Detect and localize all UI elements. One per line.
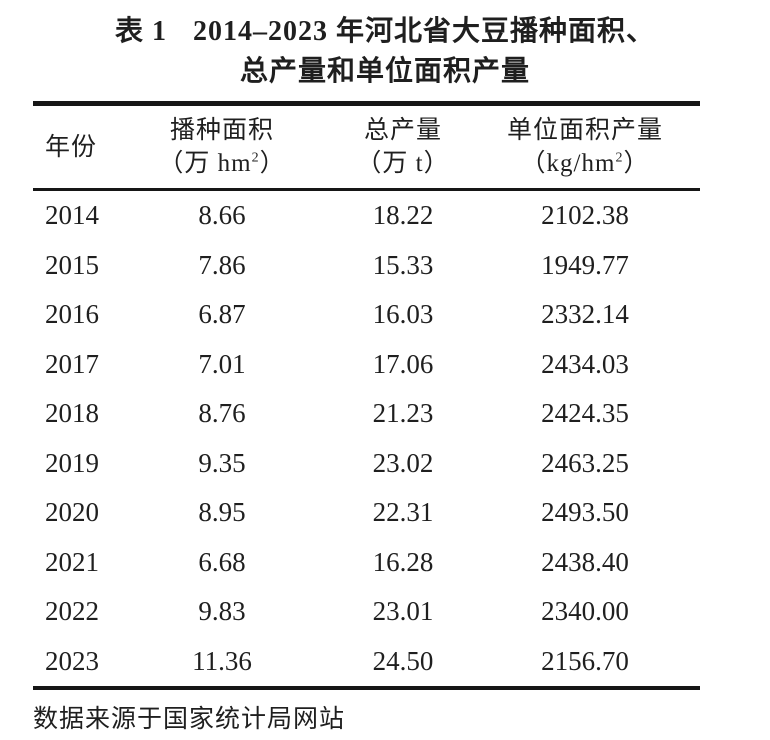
- header-sown-area-unit: （万 hm2）: [158, 147, 285, 180]
- area-cell: 8.95: [198, 497, 246, 527]
- yield-cell: 2434.03: [541, 348, 629, 379]
- data-table: 年份 播种面积 （万 hm2） 总产量 （万 t） 单位面积产量 （kg/hm2…: [33, 101, 700, 690]
- output-cell: 22.31: [372, 497, 434, 527]
- unit-text: ）: [623, 150, 650, 177]
- output-cell: 23.02: [372, 447, 434, 478]
- output-cell: 24.50: [372, 645, 434, 676]
- table-header-rule: [33, 188, 700, 191]
- table-row: 2014 8.66 18.22 2102.38: [33, 191, 700, 241]
- yield-cell: 2493.50: [541, 497, 629, 527]
- header-yield-per-area-label: 单位面积产量: [506, 117, 663, 144]
- header-year: 年份: [33, 106, 128, 188]
- year-cell: 2020: [45, 497, 99, 527]
- table-title-text: 2014–2023 年河北省大豆播种面积、: [193, 16, 656, 47]
- source-note: 数据来源于国家统计局网站: [33, 706, 346, 733]
- unit-text: （kg/hm: [520, 150, 616, 177]
- table-row: 2018 8.76 21.23 2424.35: [33, 389, 700, 439]
- area-cell: 9.35: [198, 447, 246, 478]
- header-yield-per-area-unit: （kg/hm2）: [521, 147, 650, 180]
- area-cell: 8.76: [198, 398, 246, 428]
- area-cell: 7.86: [198, 249, 246, 280]
- header-sown-area: 播种面积 （万 hm2）: [128, 106, 316, 188]
- year-cell: 2022: [45, 596, 99, 626]
- table-row: 2017 7.01 17.06 2434.03: [33, 340, 700, 390]
- year-cell: 2018: [45, 398, 99, 428]
- unit-superscript: 2: [251, 150, 260, 166]
- table-row: 2019 9.35 23.02 2463.25: [33, 439, 700, 489]
- year-cell: 2014: [45, 200, 99, 230]
- header-total-output-unit: （万 t）: [356, 147, 449, 180]
- table-caption: 表 1 2014–2023 年河北省大豆播种面积、 总产量和单位面积产量: [0, 0, 770, 92]
- area-cell: 6.87: [198, 299, 246, 329]
- unit-superscript: 2: [615, 150, 624, 166]
- unit-text: （万 hm: [158, 150, 252, 177]
- yield-cell: 2340.00: [541, 596, 629, 626]
- output-cell: 16.03: [372, 299, 434, 329]
- table-body: 2014 8.66 18.22 2102.38 2015 7.86 15.33 …: [33, 191, 700, 686]
- area-cell: 11.36: [192, 645, 252, 676]
- yield-cell: 2438.40: [541, 546, 629, 577]
- unit-text: ）: [259, 150, 286, 177]
- header-total-output-label: 总产量: [363, 117, 442, 144]
- area-cell: 6.68: [198, 546, 246, 577]
- yield-cell: 2332.14: [541, 299, 629, 329]
- area-cell: 9.83: [198, 596, 246, 626]
- table-row: 2016 6.87 16.03 2332.14: [33, 290, 700, 340]
- header-yield-per-area: 单位面积产量 （kg/hm2）: [490, 106, 680, 188]
- year-cell: 2023: [45, 645, 99, 676]
- unit-text: （万 t）: [356, 150, 450, 177]
- yield-cell: 1949.77: [541, 249, 629, 280]
- output-cell: 15.33: [372, 249, 434, 280]
- table-row: 2020 8.95 22.31 2493.50: [33, 488, 700, 538]
- header-sown-area-label: 播种面积: [169, 117, 274, 144]
- table-row: 2022 9.83 23.01 2340.00: [33, 587, 700, 637]
- table-number-label: 表 1: [114, 16, 167, 47]
- output-cell: 16.28: [372, 546, 434, 577]
- year-cell: 2015: [45, 249, 99, 280]
- year-cell: 2021: [45, 546, 99, 577]
- output-cell: 23.01: [372, 596, 434, 626]
- yield-cell: 2424.35: [541, 398, 629, 428]
- table-row: 2023 11.36 24.50 2156.70: [33, 637, 700, 687]
- table-top-rule: [33, 101, 700, 106]
- table-row: 2021 6.68 16.28 2438.40: [33, 538, 700, 588]
- header-total-output: 总产量 （万 t）: [316, 106, 490, 188]
- year-cell: 2017: [45, 348, 99, 379]
- output-cell: 21.23: [372, 398, 434, 428]
- area-cell: 7.01: [198, 348, 246, 379]
- year-cell: 2019: [45, 447, 99, 478]
- table-bottom-rule: [33, 686, 700, 690]
- table-caption-line2: 总产量和单位面积产量: [239, 56, 530, 87]
- table-caption-line1: 表 1 2014–2023 年河北省大豆播种面积、: [0, 12, 770, 52]
- yield-cell: 2102.38: [541, 200, 629, 230]
- table-row: 2015 7.86 15.33 1949.77: [33, 241, 700, 291]
- header-year-label: 年份: [45, 133, 98, 161]
- table-header-row: 年份 播种面积 （万 hm2） 总产量 （万 t） 单位面积产量 （kg/hm2…: [33, 106, 700, 188]
- year-cell: 2016: [45, 299, 99, 329]
- output-cell: 17.06: [372, 348, 434, 379]
- yield-cell: 2463.25: [541, 447, 629, 478]
- yield-cell: 2156.70: [541, 645, 629, 676]
- area-cell: 8.66: [198, 200, 246, 230]
- output-cell: 18.22: [372, 200, 434, 230]
